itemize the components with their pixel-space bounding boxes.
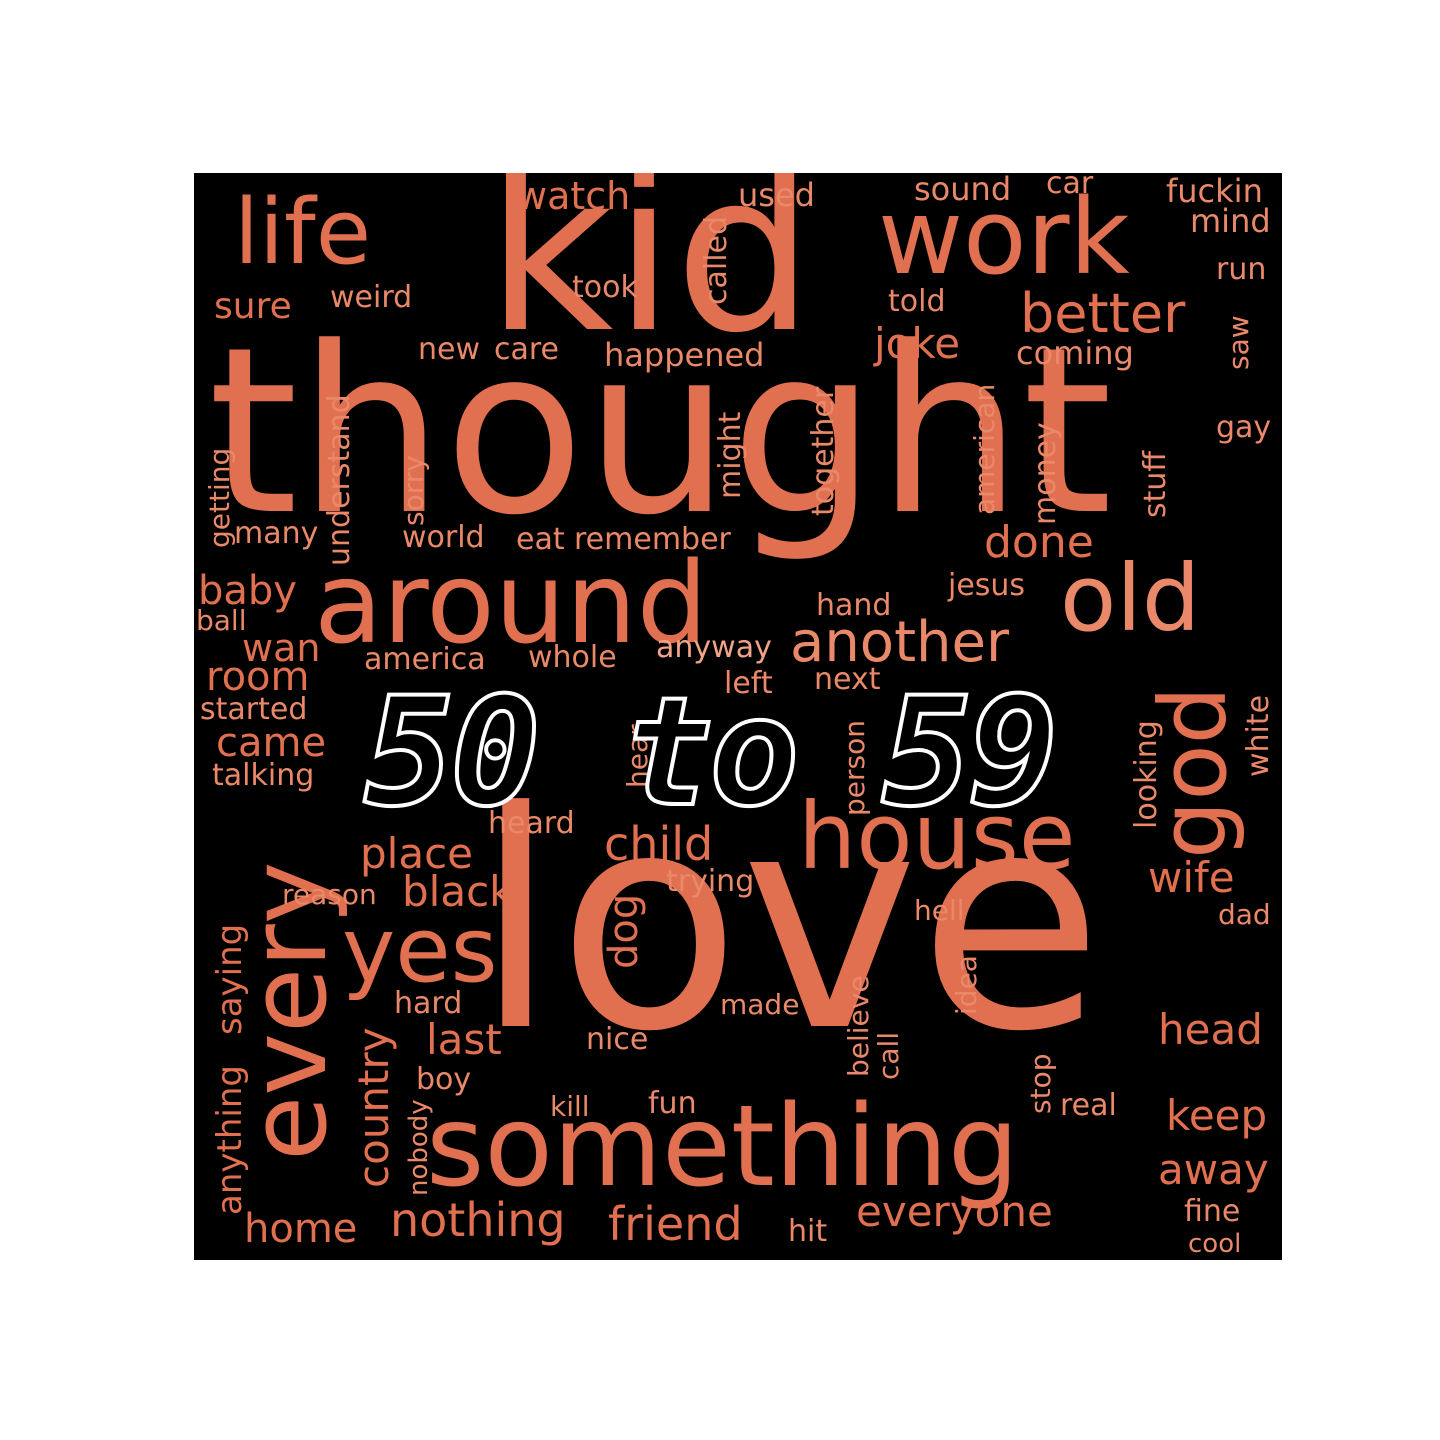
word-america: america [364,642,486,677]
word-done: done [984,517,1094,568]
word-jesus: jesus [948,568,1026,603]
word-hand: hand [816,588,892,623]
word-used: used [738,176,815,214]
word-room: room [206,654,310,700]
word-sound: sound [914,173,1012,208]
word-love: love [474,748,1104,1097]
word-hit: hit [788,1214,828,1249]
word-nice: nice [586,1022,649,1057]
word-black: black [402,867,514,916]
word-looking: looking [1129,720,1164,829]
word-run: run [1216,252,1267,287]
word-ball: ball [196,604,247,637]
word-thought: thought [208,299,1113,566]
word-cool: cool [1188,1229,1242,1259]
word-called: called [699,215,734,305]
word-keep: keep [1166,1091,1268,1140]
cloud-title: 50 to 59 [362,666,1060,840]
word-another: another [790,610,1009,675]
word-took: took [572,270,638,305]
word-made: made [720,988,800,1021]
word-house: house [798,783,1076,890]
word-hard: hard [394,986,463,1021]
word-head: head [1158,1005,1263,1054]
word-reason: reason [282,878,377,911]
word-child: child [604,817,714,871]
word-work: work [878,176,1130,298]
word-together: together [806,386,841,516]
word-happened: happened [604,336,765,374]
word-around: around [314,539,708,669]
word-care: care [494,332,560,367]
word-trying: trying [666,864,755,899]
word-wan: wan [242,626,321,670]
word-nobody: nobody [404,1099,434,1196]
word-kid: kid [486,173,815,381]
word-fine: fine [1184,1194,1241,1229]
word-hell: hell [914,894,965,927]
word-weird: weird [330,280,413,315]
word-whole: whole [528,640,617,675]
word-coming: coming [1016,334,1134,372]
word-country: country [349,1027,398,1188]
word-sure: sure [214,286,292,327]
word-gay: gay [1216,410,1272,445]
word-wife: wife [1148,853,1235,902]
word-stuff: stuff [1138,450,1173,518]
word-talking: talking [212,758,315,793]
word-away: away [1158,1145,1269,1194]
word-anything: anything [210,1065,250,1215]
word-believe: believe [842,975,875,1077]
word-fuckin: fuckin [1166,173,1263,210]
word-last: last [426,1015,502,1064]
word-next: next [814,662,881,697]
word-idea: idea [950,955,983,1015]
word-friend: friend [608,1197,743,1251]
word-call: call [872,1031,905,1080]
word-money: money [1028,422,1063,525]
word-told: told [888,284,946,319]
word-dog: dog [601,893,647,969]
word-left: left [724,666,773,701]
word-everyone: everyone [856,1187,1053,1236]
word-something: something [426,1082,1019,1212]
word-saw: saw [1222,315,1255,370]
word-place: place [360,829,473,878]
word-boy: boy [416,1062,472,1097]
word-life: life [234,180,372,285]
word-sorry: sorry [397,455,430,526]
word-started: started [200,692,308,727]
word-stop: stop [1024,1053,1057,1114]
word-new: new [418,332,481,367]
word-eat: eat [516,522,565,557]
word-old: old [1060,545,1201,652]
word-baby: baby [198,568,297,614]
word-fun: fun [648,1086,697,1121]
word-kill: kill [550,1090,590,1123]
word-white: white [1241,694,1276,777]
word-anyway: anyway [656,630,772,665]
word-many: many [234,516,319,551]
word-american: american [968,383,1001,515]
word-getting: getting [203,447,236,548]
word-cloud: thought love kid something around every … [194,173,1282,1260]
word-better: better [1020,282,1186,345]
word-remember: remember [574,522,731,557]
word-yes: yes [342,898,498,1003]
word-joke: joke [874,319,961,368]
word-came: came [216,720,327,766]
word-might: might [713,411,748,499]
word-understand: understand [322,394,357,566]
word-every: every [227,861,350,1161]
word-world: world [402,520,485,555]
word-mind: mind [1190,202,1271,240]
word-nothing: nothing [390,1193,566,1247]
word-home: home [244,1206,358,1252]
word-heard: heard [488,806,575,841]
word-watch: watch [516,174,631,218]
word-dad: dad [1218,898,1271,931]
word-car: car [1046,173,1094,201]
word-real: real [1060,1088,1117,1123]
